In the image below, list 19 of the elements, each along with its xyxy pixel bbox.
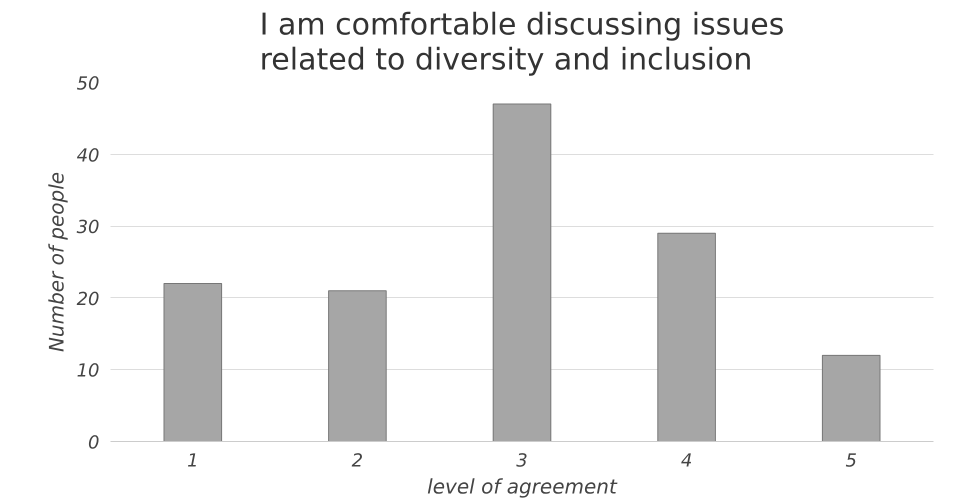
chart-title: I am comfortable discussing issues related to diversity and inclusion [260,8,784,78]
bar [328,290,387,442]
bar [163,283,222,442]
y-tick-label: 20 [76,288,100,310]
bar [822,354,881,442]
y-tick-label: 50 [76,74,100,94]
y-axis-title: Number of people [44,172,69,352]
x-axis-title: level of agreement [427,474,618,498]
x-tick-label: 4 [680,450,692,472]
x-tick-label: 5 [845,450,857,472]
x-tick-label: 3 [516,450,528,472]
y-tick-label: 10 [76,360,100,382]
x-tick-label: 2 [352,450,364,472]
y-tick-label: 0 [88,432,100,454]
y-tick-label: 30 [76,217,100,238]
x-tick-label: 1 [187,450,199,472]
y-tick-label: 40 [76,145,100,166]
bar [657,232,716,442]
bar [492,104,552,442]
